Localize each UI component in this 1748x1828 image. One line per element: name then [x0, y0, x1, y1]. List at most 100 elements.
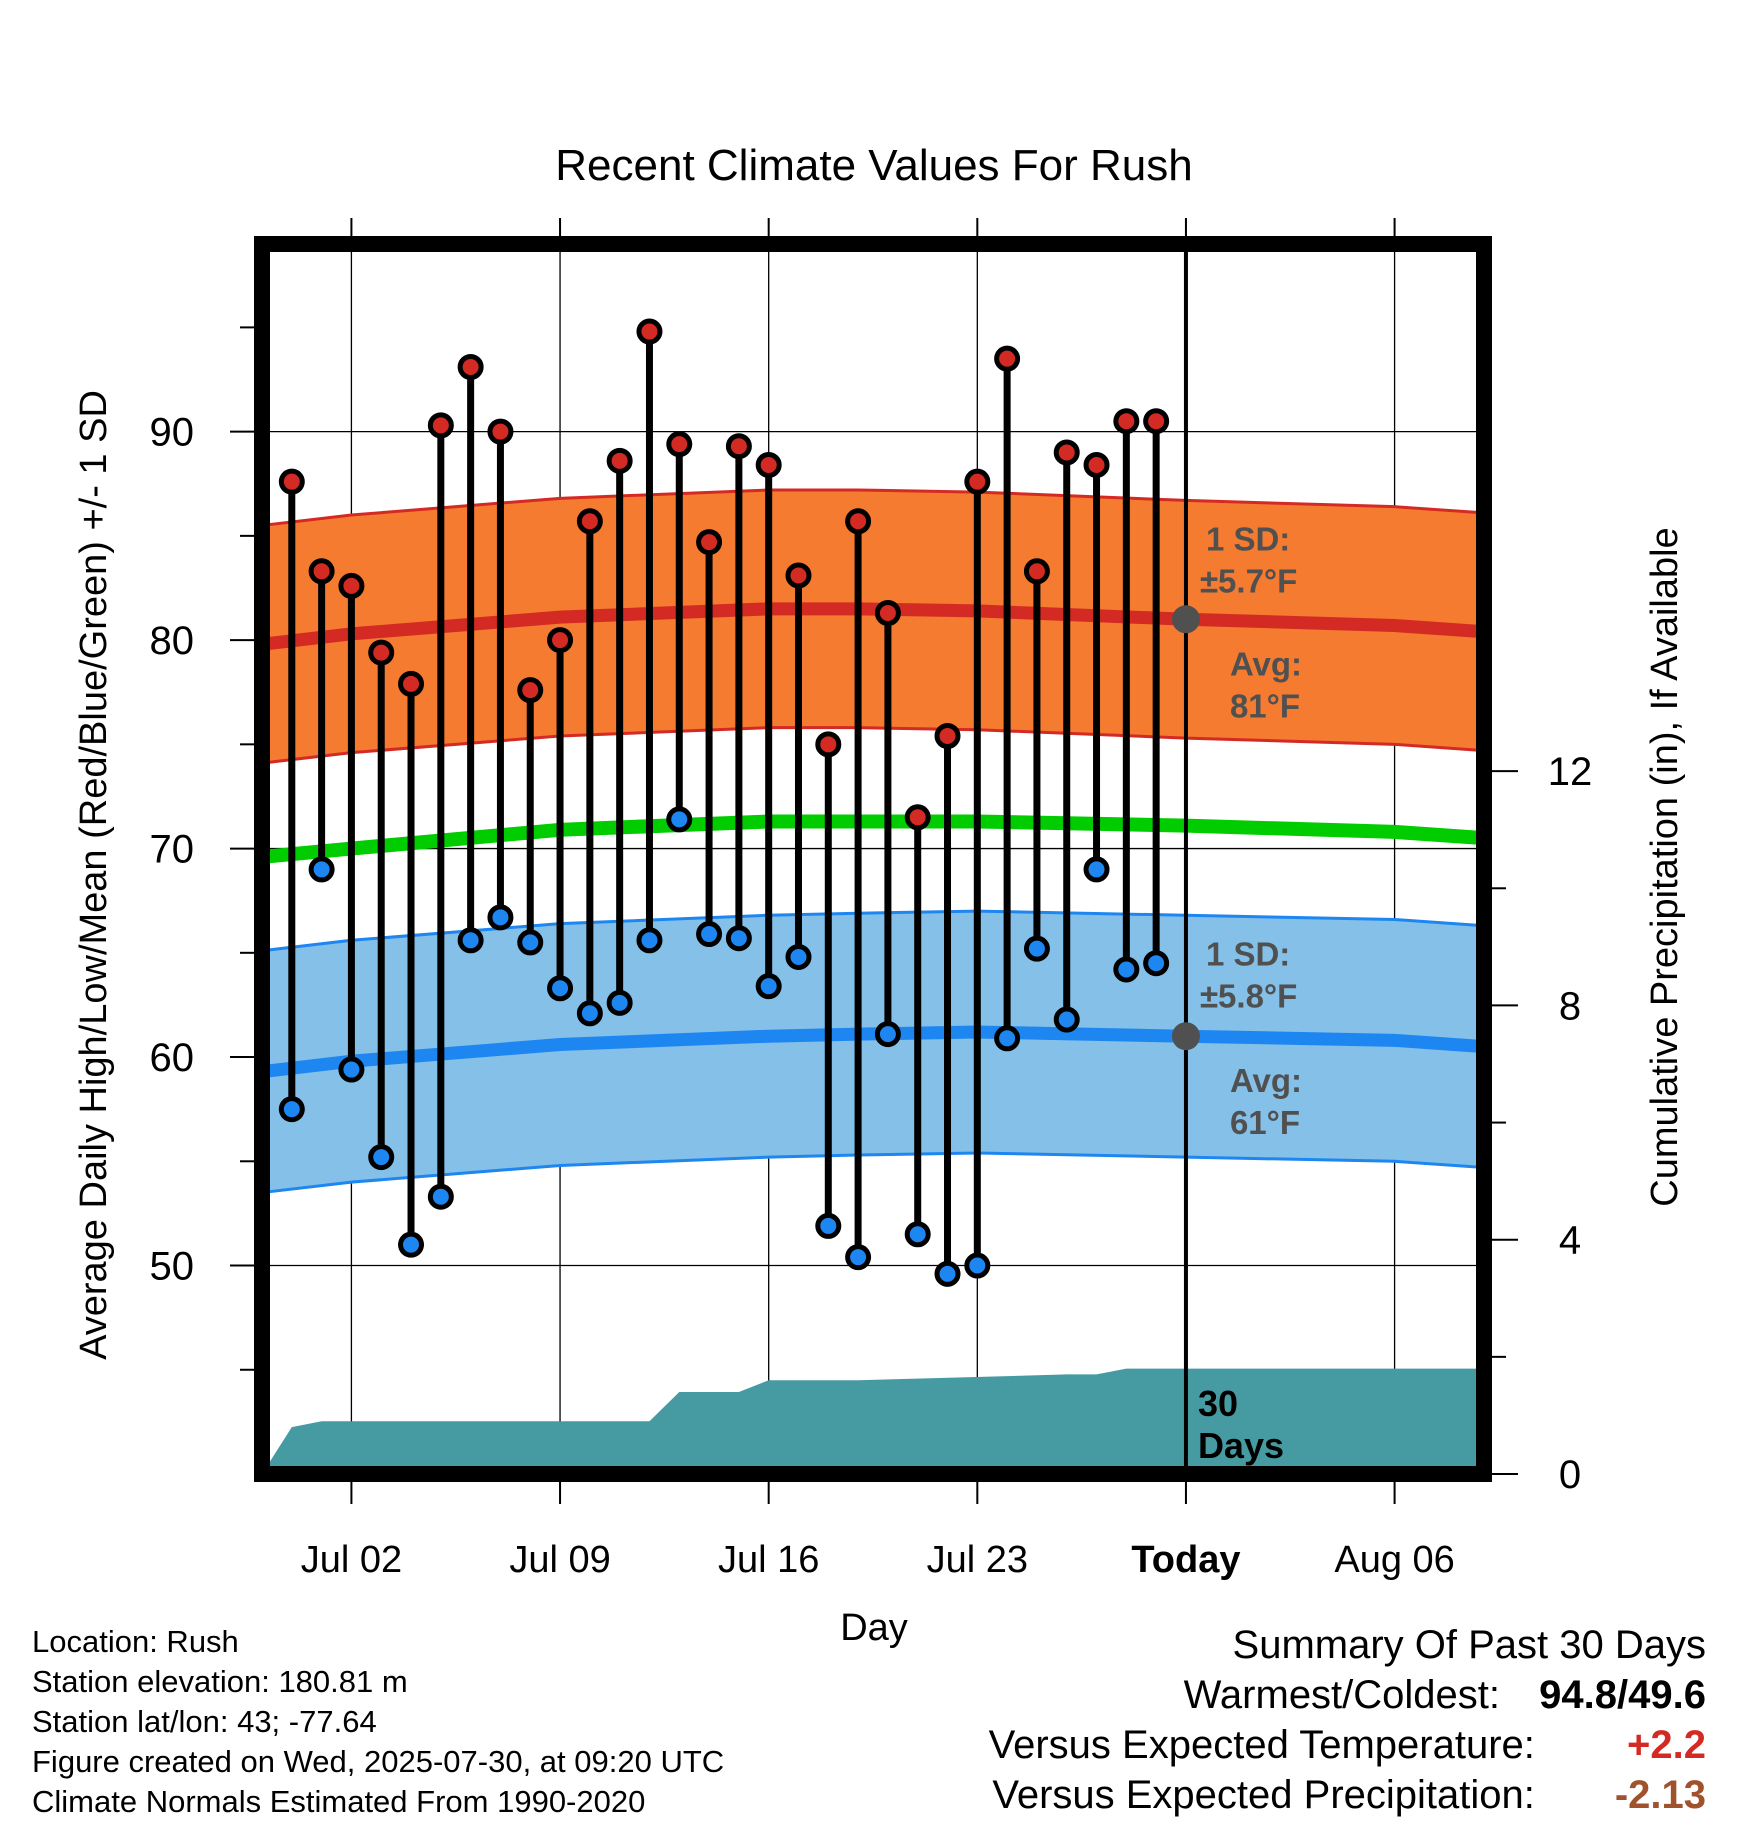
- precipitation-anomaly-label: Versus Expected Precipitation:: [992, 1773, 1535, 1817]
- daily-low-point: [576, 1000, 603, 1027]
- x-axis-label: Day: [840, 1607, 908, 1649]
- daily-low-point: [1113, 956, 1140, 983]
- daily-high-point: [845, 508, 872, 535]
- daily-high-point: [1053, 439, 1080, 466]
- high-sd-upper-edge: [261, 488, 1485, 527]
- daily-low-point: [964, 1252, 991, 1279]
- daily-low-point: [278, 1096, 305, 1123]
- daily-points: [278, 318, 1170, 1287]
- avg-high-value: 81°F: [1230, 687, 1300, 724]
- slash-separator: /: [1617, 1673, 1629, 1717]
- annotations: 1 SD: ±5.7°F Avg: 81°F 1 SD: ±5.8°F Avg: 61°F 30…: [1198, 520, 1302, 1466]
- station-info: Location: Rush Station elevation: 180.81…: [32, 1622, 724, 1822]
- high-sd-value: ±5.7°F: [1200, 562, 1297, 599]
- daily-low-point: [934, 1260, 961, 1287]
- y2-tick-label: 8: [1559, 984, 1581, 1028]
- x-tick-label: Jul 16: [718, 1539, 819, 1581]
- days-word-label: Days: [1198, 1425, 1284, 1466]
- x-tick-label: Today: [1131, 1539, 1240, 1581]
- plot-area: [262, 244, 1484, 1474]
- high-sd-label: 1 SD:: [1206, 520, 1290, 557]
- x-tick-label: Aug 06: [1334, 1539, 1454, 1581]
- daily-high-point: [457, 354, 484, 380]
- daily-low-point: [845, 1244, 872, 1271]
- daily-low-point: [666, 806, 693, 833]
- daily-low-point: [725, 925, 752, 952]
- y-tick-label: 80: [150, 619, 195, 663]
- avg-low-label: Avg:: [1230, 1062, 1302, 1099]
- chart-title: Recent Climate Values For Rush: [555, 141, 1192, 190]
- daily-high-point: [487, 418, 514, 445]
- plot-border: [254, 236, 1492, 1482]
- daily-low-point: [398, 1231, 425, 1258]
- x-tick-label: Jul 23: [927, 1539, 1028, 1581]
- latlon-text: Station lat/lon: 43; -77.64: [32, 1704, 377, 1739]
- y2-tick-label: 0: [1559, 1453, 1581, 1497]
- daily-low-point: [904, 1221, 931, 1248]
- daily-low-point: [1053, 1006, 1080, 1033]
- daily-low-point: [427, 1183, 454, 1210]
- daily-high-point: [755, 451, 782, 478]
- axes: Jul 02 Jul 09 Jul 16 Jul 23 Today Aug 06 50 60 7…: [150, 218, 1593, 1581]
- y-tick-label: 50: [150, 1245, 195, 1289]
- daily-high-point: [1083, 451, 1110, 478]
- daily-high-point: [964, 468, 991, 495]
- x-tick-label: Jul 02: [301, 1539, 402, 1581]
- low-sd-label: 1 SD:: [1206, 935, 1290, 972]
- daily-low-point: [457, 927, 484, 954]
- warmest-coldest-value: 94.8/49.6: [1539, 1670, 1706, 1720]
- daily-high-point: [785, 562, 812, 589]
- daily-high-point: [696, 529, 723, 556]
- daily-high-point: [547, 627, 574, 654]
- daily-low-point: [1143, 950, 1170, 977]
- y-tick-label: 70: [150, 828, 195, 872]
- daily-high-point: [1113, 408, 1140, 435]
- temperature-anomaly-value: +2.2: [1627, 1723, 1706, 1767]
- y2-axis-label: Cumulative Precipitation (in), If Availa…: [1644, 527, 1686, 1206]
- y2-tick-label: 12: [1548, 750, 1593, 794]
- summary-title: Summary Of Past 30 Days: [1232, 1623, 1706, 1667]
- daily-low-point: [308, 856, 335, 883]
- daily-low-point: [815, 1212, 842, 1239]
- daily-low-point: [606, 989, 633, 1016]
- warmest-coldest-label: Warmest/Coldest:: [1183, 1673, 1501, 1717]
- avg-low-value: 61°F: [1230, 1104, 1300, 1141]
- daily-low-point: [785, 943, 812, 970]
- plot-frame: [254, 236, 1492, 1482]
- avg-low-marker: [1171, 1022, 1200, 1051]
- temperature-anomaly-label: Versus Expected Temperature:: [988, 1723, 1535, 1767]
- avg-high-label: Avg:: [1230, 645, 1302, 682]
- daily-high-point: [427, 412, 454, 439]
- daily-low-point: [338, 1056, 365, 1083]
- daily-low-point: [755, 973, 782, 1000]
- precip-area: [262, 1368, 1484, 1474]
- daily-high-point: [1143, 408, 1170, 435]
- elevation-text: Station elevation: 180.81 m: [32, 1664, 408, 1699]
- daily-low-point: [368, 1144, 395, 1171]
- summary-panel: Summary Of Past 30 Days Warmest/Coldest:…: [989, 1620, 1706, 1820]
- plot-background: [262, 244, 1484, 1474]
- warmest-value: 94.8: [1539, 1673, 1618, 1717]
- daily-range-stems: [288, 331, 1160, 1274]
- daily-high-point: [606, 447, 633, 474]
- daily-high-point: [1023, 558, 1050, 585]
- coldest-value: 49.6: [1628, 1673, 1706, 1717]
- avg-high-marker: [1171, 605, 1200, 634]
- location-text: Location: Rush: [32, 1624, 239, 1659]
- high-sd-band: [262, 490, 1484, 764]
- created-text: Figure created on Wed, 2025-07-30, at 09…: [32, 1744, 725, 1779]
- daily-low-point: [696, 921, 723, 948]
- daily-high-point: [934, 723, 961, 749]
- daily-high-point: [338, 572, 365, 599]
- y-tick-label: 90: [150, 411, 195, 455]
- daily-high-point: [636, 318, 663, 345]
- daily-low-point: [1083, 856, 1110, 883]
- y-tick-label: 60: [150, 1036, 195, 1080]
- daily-high-point: [278, 468, 305, 495]
- y-axis-label: Average Daily High/Low/Mean (Red/Blue/Gr…: [73, 390, 115, 1360]
- cumulative-precip-area: [262, 1368, 1484, 1474]
- temperature-anomaly-row: Versus Expected Temperature: +2.2: [989, 1720, 1706, 1770]
- daily-high-point: [308, 558, 335, 585]
- daily-high-point: [994, 345, 1021, 372]
